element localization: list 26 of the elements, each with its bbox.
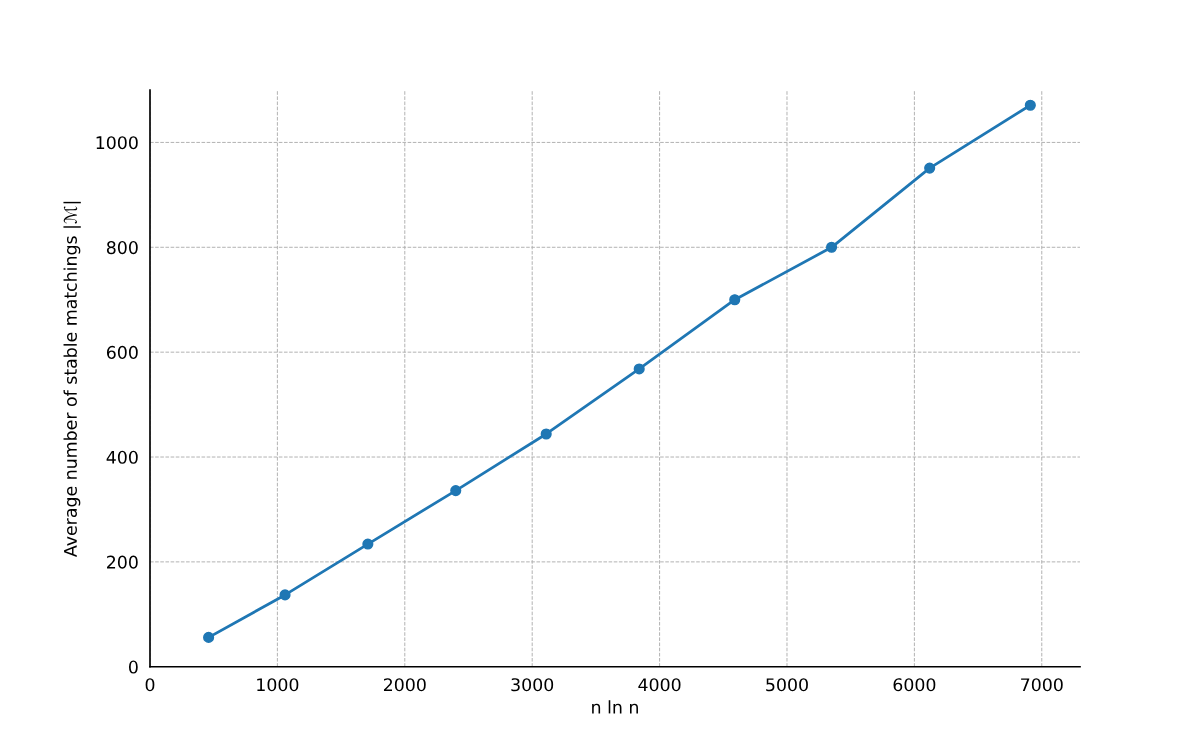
point [924,162,936,174]
x-tick-label: 5000 [766,678,808,692]
point [826,241,838,253]
y-tick-label: 800 [106,241,138,255]
x-tick-label: 0 [145,678,155,692]
y-tick-label: 600 [106,345,138,359]
point [633,363,645,375]
y-tick-label: 200 [107,555,138,569]
x-tick-label: 4000 [638,678,681,692]
x-tick-label: 1000 [257,678,299,692]
y-tick-label: 1000 [96,136,138,150]
x-tick-label: 3000 [511,678,554,692]
x-tick-label: 6000 [893,678,936,692]
y-tick-label: 400 [106,450,138,464]
point [1024,99,1036,111]
point [279,589,291,601]
point [729,294,741,306]
point [450,485,462,497]
point [362,538,374,550]
y-tick-label: 0 [128,660,138,674]
x-tick-label: 7000 [1021,678,1063,692]
x-tick-label: 2000 [383,678,426,692]
point [203,631,215,643]
x-axis-title: n ln n [592,700,638,714]
y-axis-title: Average number of stable matchings |ℳ| [63,201,81,557]
point [540,428,552,440]
